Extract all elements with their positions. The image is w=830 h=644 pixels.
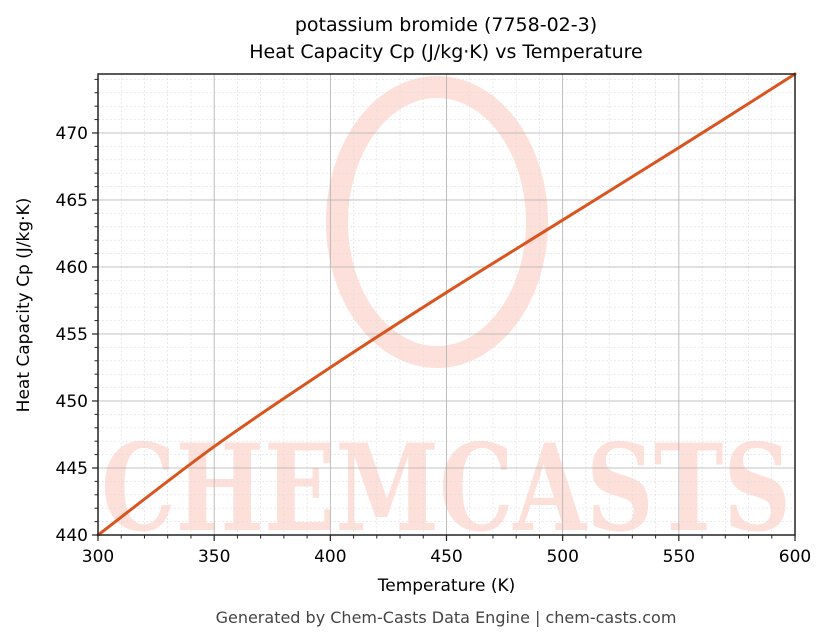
svg-text:600: 600 [779, 547, 811, 567]
svg-text:400: 400 [314, 547, 346, 567]
svg-text:455: 455 [56, 325, 88, 345]
svg-text:440: 440 [56, 526, 88, 546]
svg-text:300: 300 [82, 547, 114, 567]
svg-text:465: 465 [56, 191, 88, 211]
footer-credit: Generated by Chem-Casts Data Engine | ch… [215, 608, 677, 627]
chemcasts-watermark: CHEMCASTS [101, 76, 791, 559]
x-axis-label: Temperature (K) [377, 576, 516, 596]
svg-text:500: 500 [546, 547, 578, 567]
svg-text:470: 470 [56, 124, 88, 144]
axis-ticks: 300 350 400 450 500 550 600 440 445 450 455 460 465 4… [56, 78, 811, 567]
chart-title: potassium bromide (7758-02-3) [294, 14, 598, 36]
y-axis-label: Heat Capacity Cp (J/kg·K) [14, 197, 34, 413]
svg-text:450: 450 [430, 547, 462, 567]
svg-text:450: 450 [56, 392, 88, 412]
svg-text:460: 460 [56, 258, 88, 278]
chart-subtitle: Heat Capacity Cp (J/kg·K) vs Temperature [249, 41, 643, 63]
svg-text:350: 350 [198, 547, 230, 567]
svg-text:550: 550 [663, 547, 695, 567]
svg-text:445: 445 [56, 459, 88, 479]
data-series [96, 72, 797, 537]
